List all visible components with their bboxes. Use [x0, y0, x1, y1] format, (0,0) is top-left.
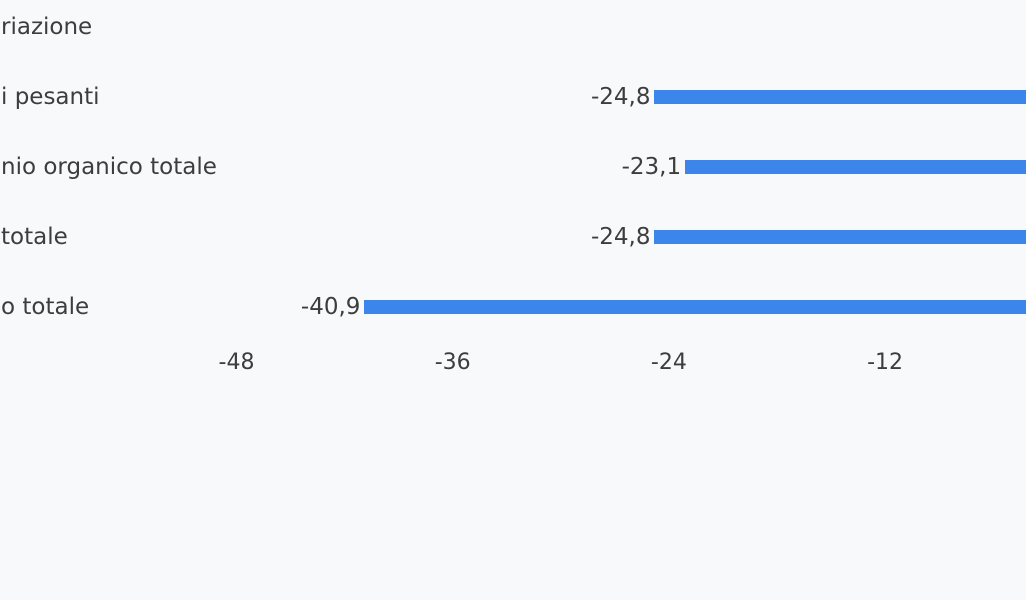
category-label: riazione: [1, 14, 93, 40]
bar[interactable]: [654, 90, 1026, 104]
bar[interactable]: [364, 300, 1026, 314]
category-label: totale: [1, 224, 68, 250]
x-tick-label: -24: [650, 350, 687, 375]
bar[interactable]: [685, 160, 1026, 174]
x-tick-label: -12: [867, 350, 903, 375]
x-tick-label: -48: [218, 350, 255, 375]
x-tick-label: -36: [434, 350, 471, 375]
value-label: -23,1: [621, 154, 682, 180]
category-label: o totale: [1, 294, 90, 320]
value-label: -24,8: [590, 224, 651, 250]
category-label: i pesanti: [1, 84, 100, 110]
value-label: -40,9: [300, 294, 361, 320]
category-label: nio organico totale: [1, 154, 217, 180]
value-label: -24,8: [590, 84, 651, 110]
bar[interactable]: [654, 230, 1026, 244]
